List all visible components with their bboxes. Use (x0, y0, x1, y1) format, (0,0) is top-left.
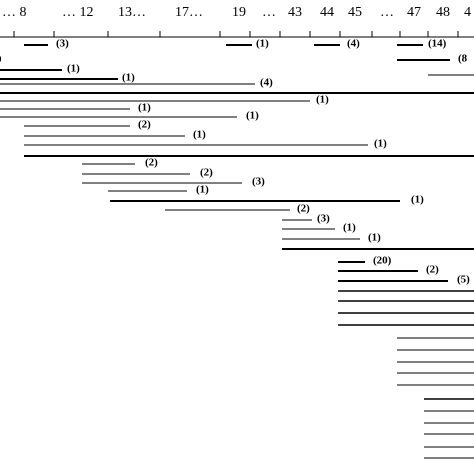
axis-label: … (380, 5, 394, 20)
axis-label: … 8 (2, 5, 27, 20)
interval-label: (1) (343, 222, 356, 234)
interval-label: (4) (260, 77, 273, 89)
interval-label: (14) (428, 38, 447, 50)
interval-label: (4) (347, 38, 360, 50)
interval-label: (1) (316, 94, 329, 106)
axis-label: … (262, 5, 276, 20)
axis-label: 4 (464, 5, 471, 20)
interval-label: (1) (374, 138, 387, 150)
interval-label: (2) (426, 264, 439, 276)
interval-label: (2) (138, 119, 151, 131)
edge-label: 0 (0, 54, 2, 66)
axis-label: 47 (407, 5, 421, 20)
axis-label: 19 (232, 5, 246, 20)
interval-label: (3) (317, 213, 330, 225)
interval-label: (5) (457, 274, 470, 286)
axis-label: 13… (118, 5, 146, 20)
axis-label: 17… (175, 5, 203, 20)
interval-label: (1) (368, 232, 381, 244)
interval-label: (2) (297, 203, 310, 215)
interval-label: (1) (67, 63, 80, 75)
interval-label: (3) (56, 38, 69, 50)
interval-label: (1) (122, 72, 135, 84)
interval-label: (1) (411, 194, 424, 206)
interval-label: (1) (196, 184, 209, 196)
interval-label: (2) (200, 167, 213, 179)
axis-label: 45 (348, 5, 362, 20)
interval-label: (1) (193, 129, 206, 141)
axis-label: … 12 (62, 5, 94, 20)
interval-label: (2) (145, 157, 158, 169)
interval-label: (1) (246, 110, 259, 122)
interval-label: (1) (256, 38, 269, 50)
interval-label: (20) (373, 255, 392, 267)
axis-label: 44 (320, 5, 334, 20)
interval-label: (3) (252, 176, 265, 188)
interval-label: (8 (458, 53, 468, 65)
axis-label: 43 (288, 5, 302, 20)
interval-label: (1) (138, 102, 151, 114)
axis-label: 48 (436, 5, 450, 20)
